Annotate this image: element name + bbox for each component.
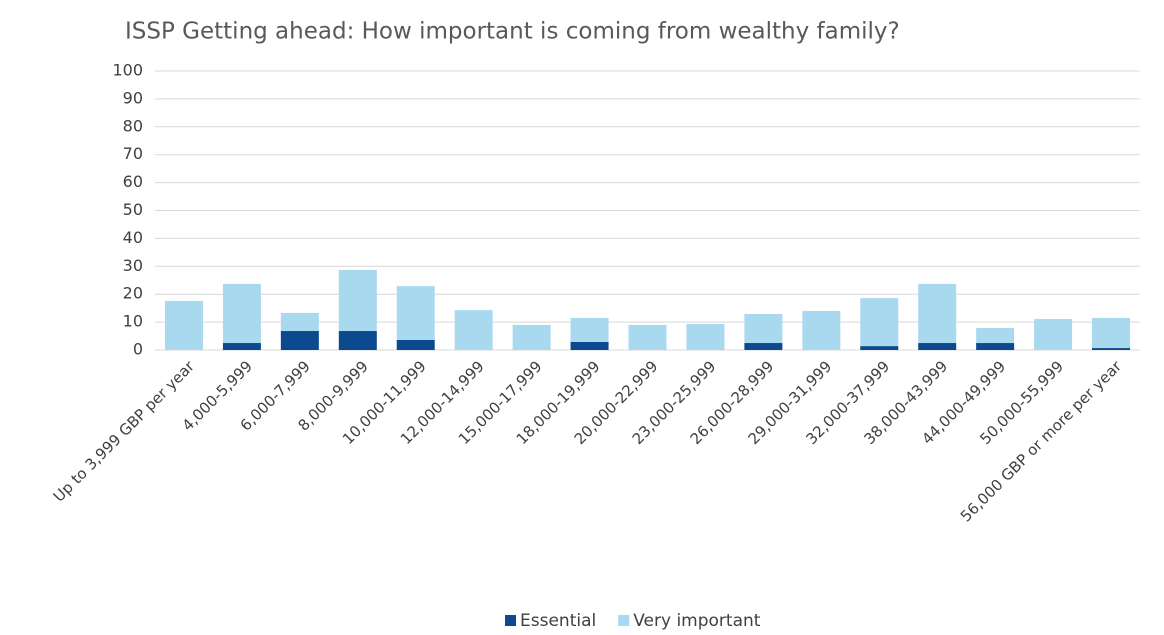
y-tick-label: 50	[123, 200, 143, 219]
bar-segment	[338, 331, 377, 350]
bar-segment	[976, 327, 1015, 344]
bar-segment	[396, 339, 435, 350]
y-tick-label: 0	[133, 340, 143, 359]
bar-segment	[918, 283, 957, 344]
bar-segment	[1092, 348, 1131, 350]
bar-segment	[744, 314, 783, 344]
bar-segment	[1034, 319, 1073, 350]
bar-segment	[628, 324, 667, 350]
y-tick-label: 60	[123, 172, 143, 191]
y-tick-label: 20	[123, 284, 143, 303]
bar-segment	[338, 269, 377, 332]
bar-segment	[686, 324, 725, 350]
bar-segment	[512, 324, 551, 350]
bar-segment	[802, 310, 841, 350]
bar-segment	[396, 286, 435, 340]
bar-segment	[1092, 317, 1131, 349]
bar-segment	[570, 317, 609, 342]
bar-segment	[744, 343, 783, 350]
bar-segment	[222, 343, 261, 350]
y-tick-label: 90	[123, 88, 143, 107]
y-tick-label: 10	[123, 312, 143, 331]
bar-segment	[222, 283, 261, 344]
bar-segment	[454, 310, 493, 350]
bar-segment	[860, 298, 899, 347]
legend-swatch	[505, 615, 516, 626]
bar-segment	[976, 343, 1015, 350]
bar-segment	[918, 343, 957, 350]
legend-label: Essential	[520, 611, 596, 631]
x-tick-label: Up to 3,999 GBP per year	[50, 357, 199, 506]
bar-segment	[860, 346, 899, 350]
bar-segment	[280, 312, 319, 332]
legend-label: Very important	[633, 611, 761, 631]
y-tick-label: 70	[123, 144, 143, 163]
bar-segment	[164, 300, 203, 350]
bar-segment	[570, 341, 609, 350]
y-tick-label: 30	[123, 256, 143, 275]
y-tick-label: 80	[123, 116, 143, 135]
y-tick-label: 100	[112, 61, 143, 80]
legend-swatch	[618, 615, 630, 626]
chart-title: ISSP Getting ahead: How important is com…	[125, 19, 900, 45]
y-tick-label: 40	[123, 228, 143, 247]
bar-segment	[280, 331, 319, 350]
